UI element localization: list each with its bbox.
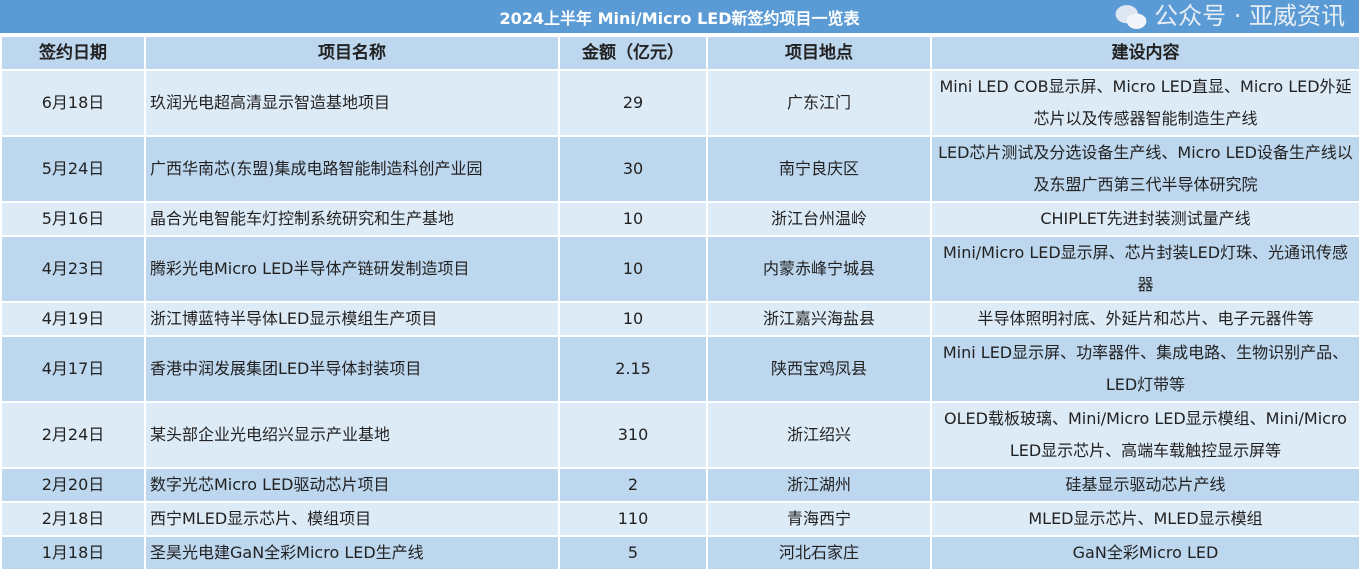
projects-table: 签约日期 项目名称 金额（亿元） 项目地点 建设内容 6月18日 玖润光电超高清显…: [0, 35, 1359, 571]
cell-date: 6月18日: [0, 69, 146, 137]
cell-content: Mini LED COB显示屏、Micro LED直显、Micro LED外延芯…: [930, 69, 1359, 137]
cell-name: 西宁MLED显示芯片、模组项目: [144, 501, 560, 537]
cell-amount: 10: [558, 235, 708, 303]
cell-date: 2月18日: [0, 501, 146, 537]
cell-content: Mini LED显示屏、功率器件、集成电路、生物识别产品、LED灯带等: [930, 335, 1359, 403]
table-row: 2月20日 数字光芯Micro LED驱动芯片项目 2 浙江湖州 硅基显示驱动芯片产线: [0, 467, 1359, 503]
table-row: 2月18日 西宁MLED显示芯片、模组项目 110 青海西宁 MLED显示芯片、MLED…: [0, 501, 1359, 537]
cell-content: 半导体照明衬底、外延片和芯片、电子元器件等: [930, 301, 1359, 337]
cell-date: 1月18日: [0, 535, 146, 571]
cell-location: 青海西宁: [706, 501, 932, 537]
cell-amount: 110: [558, 501, 708, 537]
cell-location: 陕西宝鸡凤县: [706, 335, 932, 403]
cell-date: 4月19日: [0, 301, 146, 337]
cell-location: 浙江绍兴: [706, 401, 932, 469]
table-row: 6月18日 玖润光电超高清显示智造基地项目 29 广东江门 Mini LED COB显示…: [0, 69, 1359, 137]
cell-amount: 2.15: [558, 335, 708, 403]
header-row: 签约日期 项目名称 金额（亿元） 项目地点 建设内容: [0, 35, 1359, 71]
cell-location: 浙江湖州: [706, 467, 932, 503]
cell-location: 南宁良庆区: [706, 135, 932, 203]
cell-amount: 10: [558, 301, 708, 337]
cell-name: 某头部企业光电绍兴显示产业基地: [144, 401, 560, 469]
table-row: 4月17日 香港中润发展集团LED半导体封装项目 2.15 陕西宝鸡凤县 Mini LE…: [0, 335, 1359, 403]
cell-content: MLED显示芯片、MLED显示模组: [930, 501, 1359, 537]
cell-date: 4月17日: [0, 335, 146, 403]
cell-name: 数字光芯Micro LED驱动芯片项目: [144, 467, 560, 503]
cell-content: 硅基显示驱动芯片产线: [930, 467, 1359, 503]
cell-date: 2月20日: [0, 467, 146, 503]
table-row: 1月18日 圣昊光电建GaN全彩Micro LED生产线 5 河北石家庄 GaN全彩Mi…: [0, 535, 1359, 571]
table-row: 4月19日 浙江博蓝特半导体LED显示模组生产项目 10 浙江嘉兴海盐县 半导体照明衬底…: [0, 301, 1359, 337]
header-date: 签约日期: [0, 35, 146, 71]
cell-content: CHIPLET先进封装测试量产线: [930, 201, 1359, 237]
cell-amount: 310: [558, 401, 708, 469]
cell-amount: 29: [558, 69, 708, 137]
cell-content: Mini/Micro LED显示屏、芯片封装LED灯珠、光通讯传感器: [930, 235, 1359, 303]
cell-date: 2月24日: [0, 401, 146, 469]
cell-date: 4月23日: [0, 235, 146, 303]
table-row: 5月24日 广西华南芯(东盟)集成电路智能制造科创产业园 30 南宁良庆区 LED芯片测…: [0, 135, 1359, 203]
cell-amount: 30: [558, 135, 708, 203]
cell-date: 5月16日: [0, 201, 146, 237]
cell-name: 玖润光电超高清显示智造基地项目: [144, 69, 560, 137]
cell-location: 广东江门: [706, 69, 932, 137]
table-row: 4月23日 腾彩光电Micro LED半导体产链研发制造项目 10 内蒙赤峰宁城县 Mi…: [0, 235, 1359, 303]
header-location: 项目地点: [706, 35, 932, 71]
cell-amount: 10: [558, 201, 708, 237]
header-name: 项目名称: [144, 35, 560, 71]
cell-content: OLED载板玻璃、Mini/Micro LED显示模组、Mini/Micro L…: [930, 401, 1359, 469]
table-row: 5月16日 晶合光电智能车灯控制系统研究和生产基地 10 浙江台州温岭 CHIPLET先…: [0, 201, 1359, 237]
table-title: 2024上半年 Mini/Micro LED新签约项目一览表: [0, 0, 1359, 33]
cell-location: 浙江嘉兴海盐县: [706, 301, 932, 337]
cell-location: 内蒙赤峰宁城县: [706, 235, 932, 303]
cell-amount: 2: [558, 467, 708, 503]
cell-name: 浙江博蓝特半导体LED显示模组生产项目: [144, 301, 560, 337]
cell-name: 圣昊光电建GaN全彩Micro LED生产线: [144, 535, 560, 571]
cell-content: GaN全彩Micro LED: [930, 535, 1359, 571]
table-row: 2月24日 某头部企业光电绍兴显示产业基地 310 浙江绍兴 OLED载板玻璃、Mini…: [0, 401, 1359, 469]
cell-date: 5月24日: [0, 135, 146, 203]
cell-amount: 5: [558, 535, 708, 571]
header-amount: 金额（亿元）: [558, 35, 708, 71]
header-content: 建设内容: [930, 35, 1359, 71]
cell-name: 腾彩光电Micro LED半导体产链研发制造项目: [144, 235, 560, 303]
cell-location: 浙江台州温岭: [706, 201, 932, 237]
cell-name: 香港中润发展集团LED半导体封装项目: [144, 335, 560, 403]
cell-content: LED芯片测试及分选设备生产线、Micro LED设备生产线以及东盟广西第三代半…: [930, 135, 1359, 203]
cell-name: 广西华南芯(东盟)集成电路智能制造科创产业园: [144, 135, 560, 203]
cell-name: 晶合光电智能车灯控制系统研究和生产基地: [144, 201, 560, 237]
cell-location: 河北石家庄: [706, 535, 932, 571]
